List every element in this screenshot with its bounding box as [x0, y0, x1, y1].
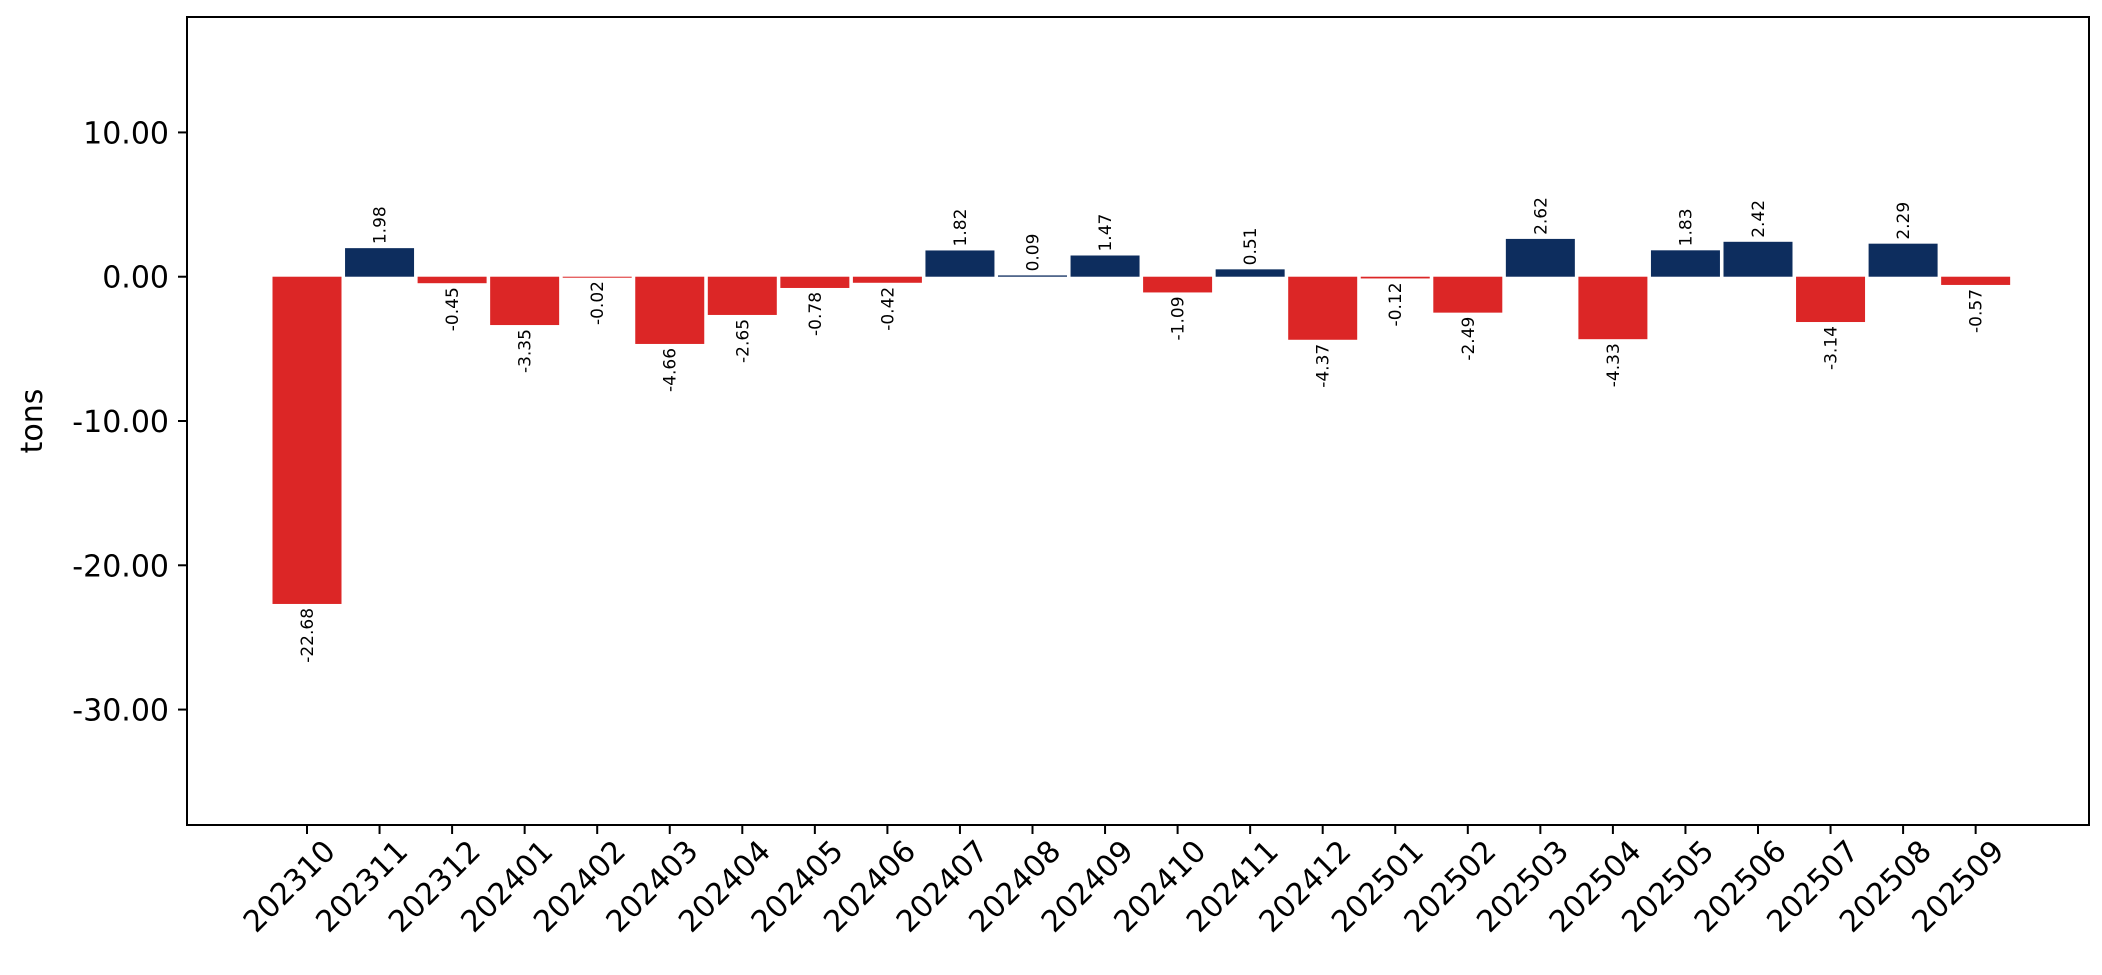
data-label: -0.78: [806, 292, 826, 336]
y-tick-label: -10.00: [72, 405, 169, 440]
bar-202311: [345, 248, 415, 277]
bar-202406: [852, 276, 922, 283]
bar-202401: [490, 276, 560, 326]
y-tick-label: 0.00: [102, 261, 169, 296]
bar-202411: [1215, 269, 1285, 277]
bar-202402: [562, 276, 632, 278]
bar-202404: [707, 276, 777, 315]
data-label: -4.66: [661, 348, 681, 392]
data-label: -3.35: [516, 329, 536, 373]
bar-202508: [1868, 243, 1938, 277]
bars-group: [272, 238, 2011, 604]
data-label: -4.33: [1604, 343, 1624, 387]
x-axis: 2023102023112023122024012024022024032024…: [237, 825, 2011, 940]
bar-202501: [1360, 276, 1430, 279]
data-label: 2.42: [1749, 200, 1769, 238]
bar-202410: [1143, 276, 1213, 293]
bar-202506: [1723, 241, 1793, 277]
plot-area: [186, 16, 2090, 826]
bar-202504: [1578, 276, 1648, 340]
data-label: -3.14: [1822, 326, 1842, 370]
data-label: -0.45: [443, 287, 463, 331]
data-label: -2.49: [1459, 317, 1479, 361]
bar-202507: [1796, 276, 1866, 323]
bar-202505: [1650, 250, 1720, 277]
bar-202408: [998, 275, 1067, 277]
data-label: -0.42: [878, 287, 898, 331]
y-tick-label: -20.00: [72, 549, 169, 584]
data-labels-group: -22.68 1.98 -0.45 -3.35 -0.02 -4.66 -2.65 -0.78…: [298, 197, 1987, 663]
data-label: -0.12: [1386, 282, 1406, 326]
y-tick-label: 10.00: [83, 116, 169, 151]
bar-202509: [1941, 276, 2011, 285]
data-label: -4.37: [1314, 344, 1334, 388]
data-label: 2.62: [1531, 197, 1551, 235]
data-label: -0.57: [1967, 289, 1987, 333]
data-label: 0.51: [1241, 227, 1261, 265]
data-label: -1.09: [1169, 296, 1189, 340]
y-axis-title: tons: [15, 389, 50, 454]
bar-202310: [272, 276, 342, 604]
bar-202407: [925, 250, 995, 277]
bar-202405: [780, 276, 850, 288]
bar-202412: [1288, 276, 1358, 340]
data-label: 2.29: [1894, 202, 1914, 240]
bar-202403: [635, 276, 705, 344]
data-label: -22.68: [298, 608, 318, 663]
data-label: -2.65: [733, 319, 753, 363]
data-label: 1.47: [1096, 214, 1116, 252]
data-label: 1.83: [1676, 208, 1696, 246]
data-label: 0.09: [1024, 234, 1044, 272]
data-label: -0.02: [588, 281, 608, 325]
data-label: 1.82: [951, 209, 971, 247]
y-tick-label: -30.00: [72, 694, 169, 729]
data-label: 1.98: [371, 206, 391, 244]
bar-202409: [1070, 255, 1140, 277]
y-axis: 10.00 0.00 -10.00 -20.00 -30.00: [72, 116, 187, 729]
bar-202312: [417, 276, 487, 284]
bar-202503: [1505, 238, 1575, 277]
bar-202502: [1433, 276, 1503, 313]
